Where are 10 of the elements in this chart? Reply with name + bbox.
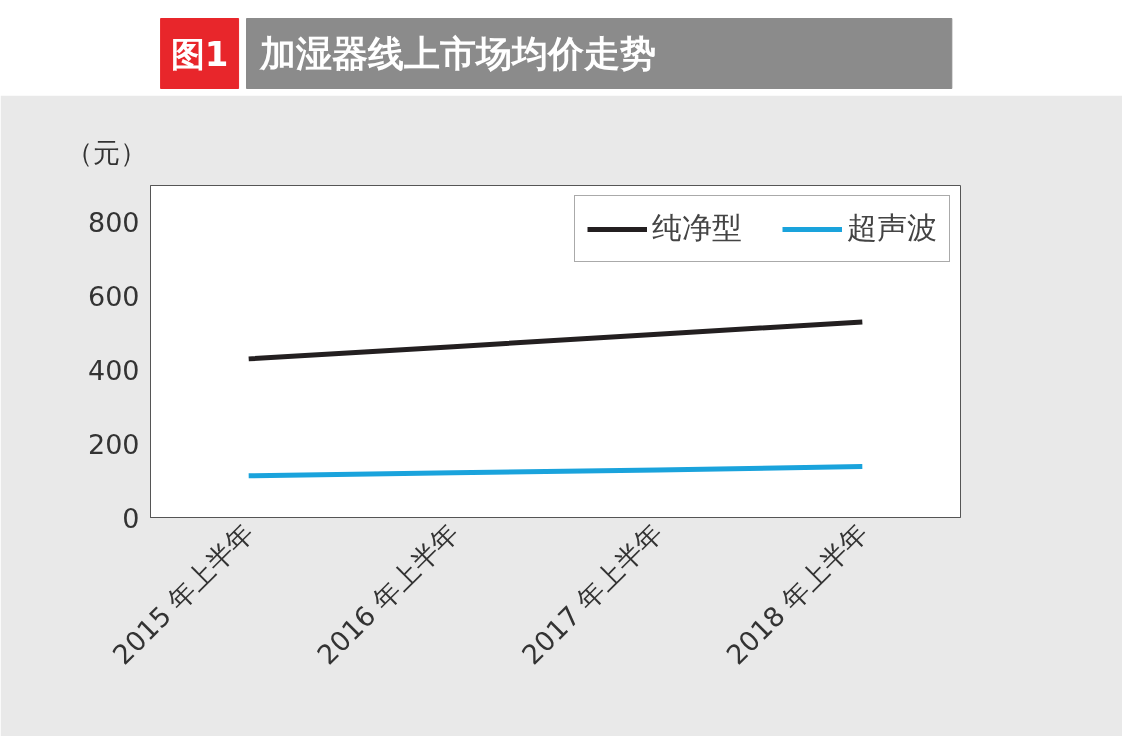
y-tick-label: 800 [87, 207, 140, 239]
y-tick-label: 0 [122, 502, 140, 534]
caption: 图1 [170, 33, 229, 74]
legend-label: 纯净型 [652, 209, 742, 247]
y-tick-label: 400 [87, 354, 140, 386]
y-axis-title: （元） [65, 137, 147, 168]
y-tick-label: 200 [87, 428, 140, 460]
y-tick-label: 600 [87, 281, 140, 313]
legend-label: 超声波 [847, 209, 937, 247]
chart-title: 加湿器线上市场均价走势 [259, 33, 657, 74]
